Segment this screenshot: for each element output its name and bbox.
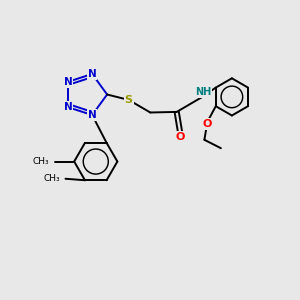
Text: S: S: [125, 95, 133, 105]
Text: CH₃: CH₃: [44, 174, 60, 183]
Text: CH₃: CH₃: [33, 157, 49, 166]
Text: O: O: [176, 132, 185, 142]
Text: N: N: [64, 102, 72, 112]
Text: N: N: [88, 69, 97, 79]
Text: N: N: [64, 77, 72, 87]
Text: N: N: [88, 110, 97, 120]
Text: NH: NH: [195, 87, 211, 97]
Text: O: O: [203, 119, 212, 129]
